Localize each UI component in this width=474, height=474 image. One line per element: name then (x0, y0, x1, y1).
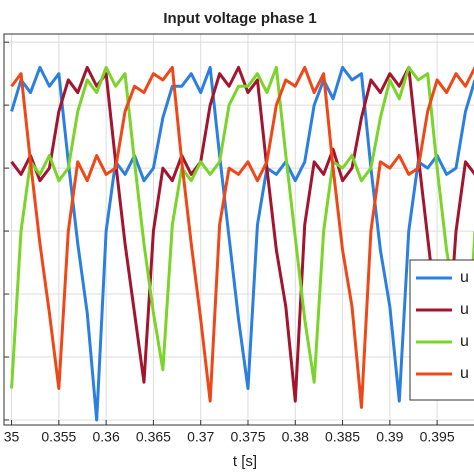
series-line (10, 65, 474, 397)
x-tick-label: 0.36 (93, 429, 120, 445)
series-line (10, 65, 474, 403)
x-tick-label: 0.365 (136, 429, 171, 445)
chart-title: Input voltage phase 1 (163, 10, 316, 27)
series-line (10, 65, 474, 422)
legend-box (409, 259, 474, 401)
x-tick-label: 35 (4, 429, 20, 445)
plot-lines (10, 65, 474, 422)
x-tick-label: 0.39 (376, 429, 403, 445)
x-tick-label: 0.395 (420, 429, 455, 445)
legend-label: u (460, 333, 469, 350)
legend-label: u (460, 301, 469, 318)
x-tick-label: 0.37 (187, 429, 214, 445)
x-tick-label: 0.355 (41, 429, 76, 445)
series-line (10, 65, 474, 409)
axes: 35 0.355 0.36 0.365 0.37 0.375 0.38 0.385 0.39 0.… (4, 41, 455, 445)
x-axis-label: t [s] (233, 453, 257, 470)
x-tick-label: 0.38 (282, 429, 309, 445)
plot-frame (3, 33, 474, 426)
legend-label: u (460, 365, 469, 382)
x-tick-label: 0.385 (325, 429, 360, 445)
legend-label: u (460, 269, 469, 286)
x-tick-label: 0.375 (230, 429, 265, 445)
